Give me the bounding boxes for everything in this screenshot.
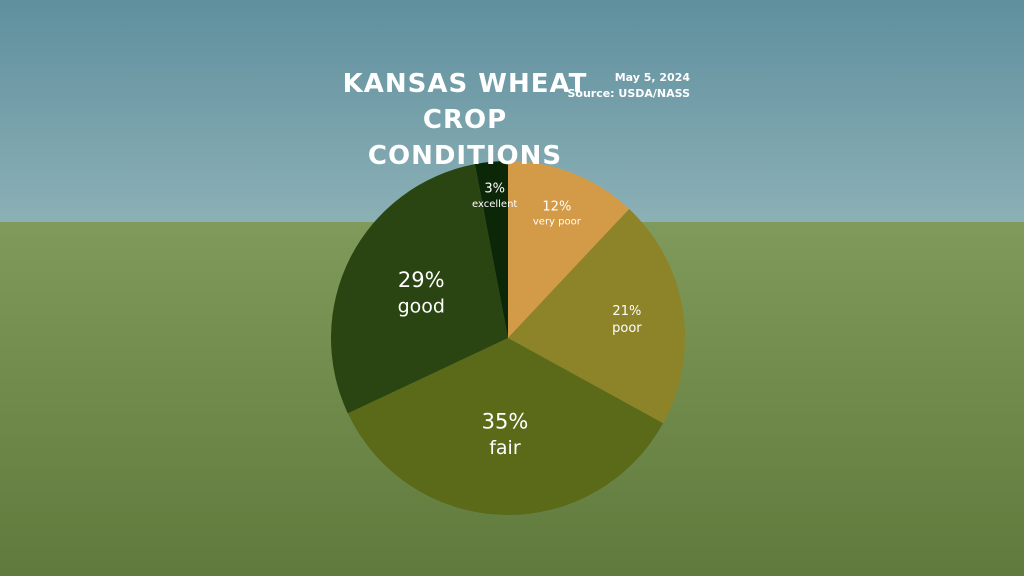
pie-slice bbox=[330, 164, 508, 414]
pie-slice bbox=[508, 161, 630, 338]
meta: May 5, 2024 Source: USDA/NASS bbox=[560, 70, 690, 102]
date: May 5, 2024 bbox=[614, 71, 690, 84]
chart-title: KANSAS WHEAT CROP CONDITIONS bbox=[342, 69, 588, 171]
category-label: good bbox=[398, 296, 445, 318]
pie: 12% very poor 21% poor 35% fair 29% good 3% excel… bbox=[330, 161, 685, 515]
value-label: 29% bbox=[398, 268, 445, 292]
category-label: fair bbox=[489, 437, 521, 459]
value-label: 21% bbox=[612, 304, 641, 319]
value-label: 12% bbox=[542, 199, 571, 214]
category-label: poor bbox=[612, 321, 642, 336]
category-label: very poor bbox=[533, 217, 582, 228]
pie-slice bbox=[508, 208, 685, 424]
pie-slice bbox=[474, 161, 508, 338]
value-label: 3% bbox=[484, 182, 505, 197]
category-label: excellent bbox=[472, 199, 517, 210]
value-label: 35% bbox=[482, 410, 529, 434]
source: Source: USDA/NASS bbox=[567, 87, 690, 100]
pie-slice bbox=[347, 338, 664, 515]
